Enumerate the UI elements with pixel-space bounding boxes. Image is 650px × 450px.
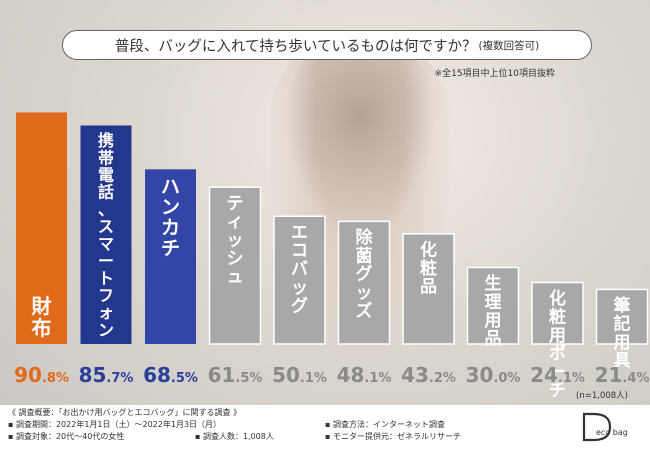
bar-10 — [595, 288, 649, 345]
percent-label-7: 43.2% — [401, 363, 456, 387]
bar-chart: 財布 携帯電話、スマートフォン ハンカチ ティッシュ エコバッグ 除菌グッズ 化粧品生理用品… — [14, 112, 649, 401]
category-label-6: 除菌グッズ — [356, 227, 374, 321]
woman-hair — [285, 35, 435, 235]
survey-target: ▪ 調査対象：20代～40代の女性 — [8, 432, 125, 441]
bar-9 — [531, 281, 584, 345]
percent-label-2: 85.7% — [79, 363, 134, 387]
percent-label-4: 61.5% — [208, 363, 263, 387]
bar-6 — [337, 220, 391, 345]
bar-2 — [80, 125, 132, 344]
survey-period: ▪ 調査期間：2022年1月1日（土）～2022年1月3日（月） — [8, 420, 222, 429]
percent-label-5: 50.1% — [272, 363, 327, 387]
percent-label-3: 68.5% — [143, 363, 198, 387]
category-label-9: 化粧用ポーチ — [549, 288, 566, 401]
bars-group — [16, 112, 649, 345]
percent-labels-group: 90.8% 85.7% 68.5% 61.5% 50.1% 48.1% 43.2% 30.0%… — [14, 363, 649, 387]
logo-text: eco bag — [596, 428, 628, 437]
category-label-10: 筆記用具 — [613, 295, 631, 371]
percent-label-1: 90.8% — [14, 363, 69, 387]
bar-3 — [145, 169, 196, 344]
bar-5 — [273, 215, 326, 345]
title-main: 普段、バッグに入れて持ち歩いているものは何ですか？ — [114, 38, 477, 55]
category-label-2: 携帯電話、スマートフォン — [98, 131, 114, 339]
category-label-5: エコバッグ — [291, 223, 308, 316]
category-label-1: 財布 — [32, 294, 52, 340]
percent-label-6: 48.1% — [337, 363, 392, 387]
percent-label-9: 24.1% — [530, 363, 585, 387]
category-label-8: 生理用品 — [485, 273, 502, 349]
footer: 《 調査概要：「お出かけ用バッグとエコバッグ」に関する調査 》 ▪ 調査期間：2… — [0, 405, 650, 450]
survey-method: ▪ 調査方法：インターネット調査 — [325, 420, 445, 429]
note: ※全15項目中上位10項目抜粋 — [434, 69, 555, 79]
eco-bag-logo — [582, 412, 612, 442]
category-label-4: ティッシュ — [227, 194, 244, 287]
chart-title: 普段、バッグに入れて持ち歩いているものは何ですか？ (複数回答可) — [62, 30, 592, 60]
category-label-7: 化粧品 — [420, 239, 437, 297]
percent-label-8: 30.0% — [466, 363, 521, 387]
bar-1 — [16, 112, 67, 345]
bar-7 — [402, 233, 455, 345]
survey-count: ▪ 調査人数：1,008人 — [195, 432, 274, 441]
category-label-3: ハンカチ — [161, 176, 180, 260]
bar-8 — [466, 266, 520, 345]
survey-overview: 《 調査概要：「お出かけ用バッグとエコバッグ」に関する調査 》 — [8, 408, 242, 417]
percent-label-10: 21.4% — [595, 363, 650, 387]
sample-note: (n=1,008人) — [576, 391, 628, 401]
category-labels-group: 財布 携帯電話、スマートフォン ハンカチ ティッシュ エコバッグ 除菌グッズ 化粧品生理用品… — [32, 131, 631, 401]
title-sub: (複数回答可) — [478, 39, 540, 52]
bar-4 — [208, 186, 262, 345]
monitor-provider: ▪ モニター提供元：ゼネラルリサーチ — [325, 432, 461, 441]
